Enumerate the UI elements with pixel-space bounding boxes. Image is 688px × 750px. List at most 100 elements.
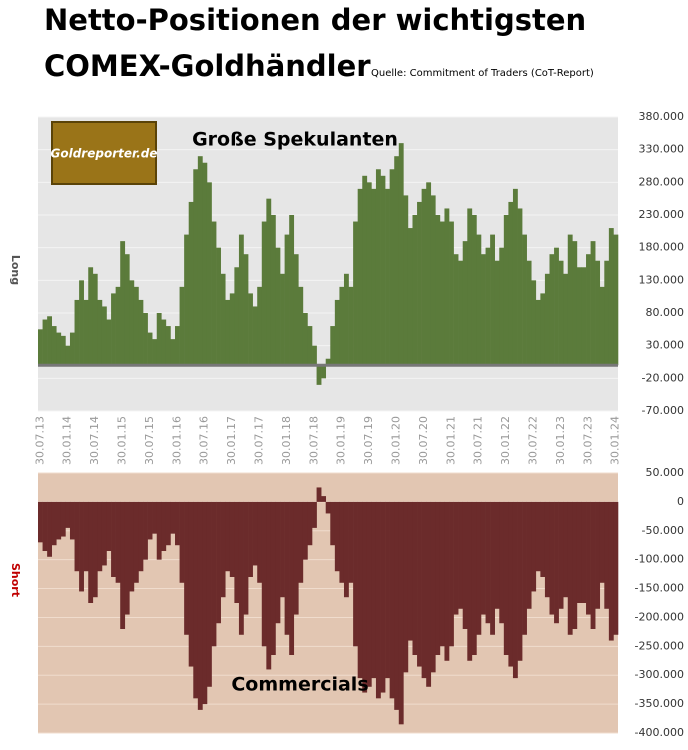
bar [334, 501, 340, 572]
bar [234, 267, 240, 366]
bar [576, 501, 582, 603]
x-tick-label: 30.07.13 [33, 416, 46, 465]
bar [147, 332, 153, 366]
x-tick-label: 30.07.19 [362, 416, 375, 465]
bar [531, 280, 537, 366]
bar [293, 501, 299, 615]
bar [485, 501, 491, 624]
bar [554, 501, 559, 624]
bar [403, 195, 409, 366]
bar [558, 501, 564, 609]
bar [79, 280, 84, 366]
annotation: Commercials [231, 674, 368, 696]
bar [129, 280, 135, 366]
bar [138, 501, 144, 572]
y-tick-label: 380.000 [639, 110, 685, 123]
bar [490, 501, 495, 635]
bar [426, 182, 432, 366]
bar [540, 293, 546, 366]
y-tick-label: -70.000 [642, 404, 684, 417]
bar [357, 188, 363, 366]
bar [56, 332, 62, 366]
bar [325, 501, 331, 514]
bar [312, 345, 317, 366]
bar [184, 501, 190, 635]
bar [248, 293, 253, 366]
bar [97, 501, 103, 572]
bar [604, 260, 610, 366]
bar [467, 208, 473, 366]
bar [334, 299, 340, 366]
x-tick-label: 30.07.20 [417, 416, 430, 465]
bar [581, 267, 587, 366]
bar [595, 260, 601, 366]
bar [92, 501, 98, 598]
bar [599, 501, 605, 583]
bar [266, 198, 272, 366]
x-tick-label: 30.07.21 [472, 416, 485, 465]
bar [394, 156, 400, 366]
bar [613, 501, 619, 635]
bar [170, 339, 176, 366]
bar [220, 273, 226, 366]
x-tick-label: 30.07.18 [307, 416, 320, 465]
bar [211, 221, 217, 366]
bar [92, 273, 98, 366]
y-tick-label: -100.000 [635, 553, 684, 566]
bar [147, 501, 153, 540]
bar [248, 501, 253, 577]
bar [403, 501, 409, 673]
y-tick-label: -200.000 [635, 610, 684, 623]
bar [202, 162, 208, 366]
bar [608, 501, 614, 641]
bar [165, 501, 171, 546]
bar [599, 286, 605, 366]
y-tick-label: 30.000 [646, 339, 685, 352]
bar [184, 234, 190, 366]
bar [74, 501, 80, 572]
bar [257, 501, 263, 583]
bar [439, 221, 445, 366]
bar [298, 501, 304, 583]
bar [229, 293, 235, 366]
x-tick-label: 30.01.22 [499, 416, 512, 465]
y-tick-label: -50.000 [642, 524, 684, 537]
bar [316, 365, 322, 385]
bar [563, 501, 569, 598]
bar [211, 501, 217, 647]
bar [261, 221, 267, 366]
bar [120, 501, 126, 629]
y-tick-label: -300.000 [635, 668, 684, 681]
bar [476, 234, 482, 366]
bar [307, 326, 313, 366]
bar [604, 501, 610, 609]
bar [197, 501, 203, 710]
bar [252, 501, 258, 566]
bar [567, 234, 573, 366]
bar [206, 182, 212, 366]
bar [380, 175, 386, 366]
bar [435, 501, 441, 655]
bar [202, 501, 208, 705]
bar [170, 501, 176, 534]
bar [499, 247, 505, 366]
bar [476, 501, 482, 635]
bar [330, 326, 336, 366]
bar [554, 247, 559, 366]
bar [343, 273, 349, 366]
bar [243, 501, 249, 615]
bar [47, 501, 53, 557]
bar [544, 501, 550, 598]
bar [471, 501, 477, 655]
bar [216, 501, 221, 624]
bar [284, 501, 290, 635]
bar [508, 201, 514, 366]
bar [385, 188, 390, 366]
x-tick-label: 30.07.22 [527, 416, 540, 465]
bar [152, 339, 158, 366]
x-tick-label: 30.01.19 [335, 416, 348, 465]
y-tick-label: 330.000 [639, 143, 685, 156]
bar [280, 501, 285, 598]
bar [380, 501, 386, 693]
bar [453, 501, 459, 615]
